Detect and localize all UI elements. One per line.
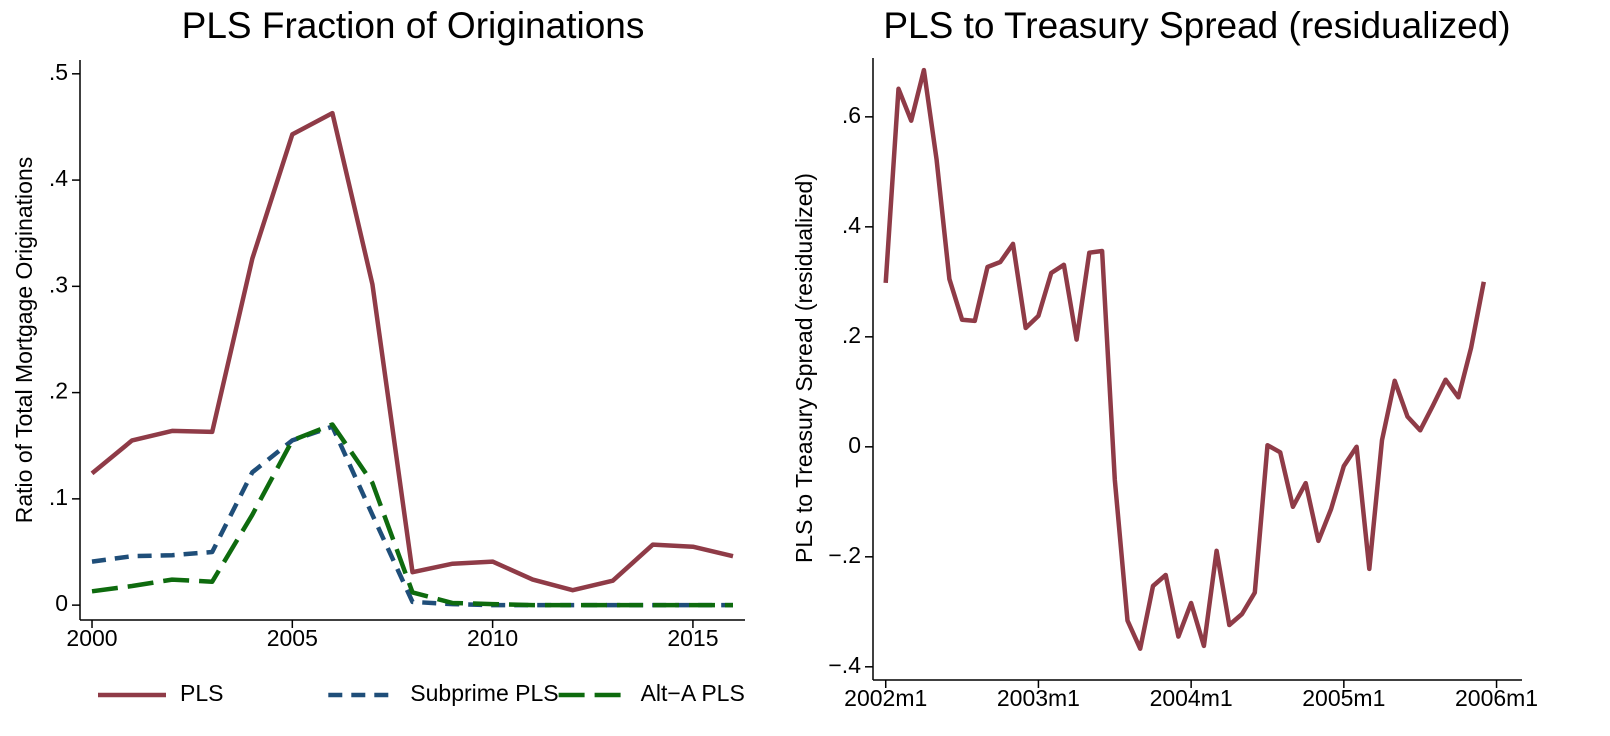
y-tick-label: 0 [55,590,68,616]
y-tick-label: 0 [848,432,861,458]
y-tick-label: .2 [49,378,68,404]
y-tick-label: .3 [49,271,68,297]
x-tick-label: 2015 [667,625,718,651]
x-tick-label: 2002m1 [844,685,927,711]
legend-label: PLS [180,680,223,706]
data-line [91,424,733,608]
x-tick-label: 2004m1 [1150,685,1233,711]
x-tick-label: 2010 [467,625,518,651]
x-tick-label: 2000 [66,625,117,651]
legend-label: Alt−A PLS [641,680,745,706]
data-line [883,67,1487,651]
chart-title: PLS to Treasury Spread (residualized) [883,5,1510,46]
y-tick-label: −.2 [828,542,861,568]
y-tick-label: .2 [842,322,861,348]
y-axis-title: Ratio of Total Mortgage Originations [11,157,37,524]
data-line [90,110,734,593]
data-line [91,422,733,608]
legend-label: Subprime PLS [410,680,558,706]
x-tick-label: 2003m1 [997,685,1080,711]
y-tick-label: .6 [842,102,861,128]
y-tick-label: .4 [842,212,861,238]
x-tick-label: 2006m1 [1455,685,1538,711]
y-axis-title: PLS to Treasury Spread (residualized) [791,173,817,563]
y-tick-label: .4 [49,165,68,191]
chart-title: PLS Fraction of Originations [182,5,645,46]
y-tick-label: .5 [49,59,68,85]
x-tick-label: 2005 [267,625,318,651]
y-tick-label: −.4 [828,652,861,678]
y-tick-label: .1 [49,484,68,510]
x-tick-label: 2005m1 [1302,685,1385,711]
